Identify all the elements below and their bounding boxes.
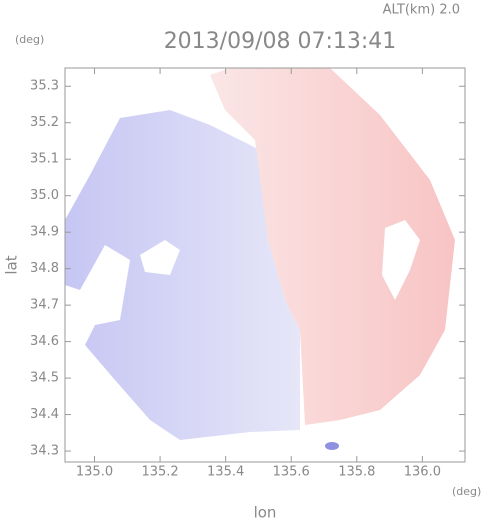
- y-tick-label: 34.5: [30, 371, 59, 386]
- y-tick-label: 34.9: [30, 225, 59, 240]
- x-tick-label: 135.2: [141, 465, 178, 480]
- plot-frame: [64, 67, 466, 463]
- x-axis-label: lon: [254, 504, 277, 521]
- echo: [325, 442, 339, 450]
- x-unit: (deg): [452, 485, 481, 498]
- x-tick-label: 136.0: [404, 465, 441, 480]
- y-tick-label: 35.0: [30, 188, 59, 203]
- velocity-field: [65, 68, 455, 450]
- y-tick-label: 34.4: [30, 407, 59, 422]
- gap: [140, 240, 180, 275]
- positive-velocity: [210, 68, 455, 425]
- gap: [382, 220, 420, 300]
- y-axis-label: lat: [3, 255, 21, 274]
- x-tick-label: 135.6: [273, 465, 310, 480]
- x-tick-label: 135.4: [207, 465, 244, 480]
- negative-velocity: [65, 110, 300, 440]
- x-tick-label: 135.8: [338, 465, 375, 480]
- chart-title: 2013/09/08 07:13:41: [164, 29, 397, 54]
- y-tick-label: 35.2: [30, 115, 59, 130]
- y-tick-label: 35.1: [30, 152, 59, 167]
- y-tick-label: 35.3: [30, 79, 59, 94]
- y-tick-label: 34.7: [30, 298, 59, 313]
- annotation: ALT(km) 2.0: [383, 3, 460, 18]
- y-tick-label: 34.6: [30, 334, 59, 349]
- y-tick-label: 34.8: [30, 261, 59, 276]
- x-tick-label: 135.0: [76, 465, 113, 480]
- y-tick-label: 34.3: [30, 444, 59, 459]
- y-unit: (deg): [15, 33, 44, 46]
